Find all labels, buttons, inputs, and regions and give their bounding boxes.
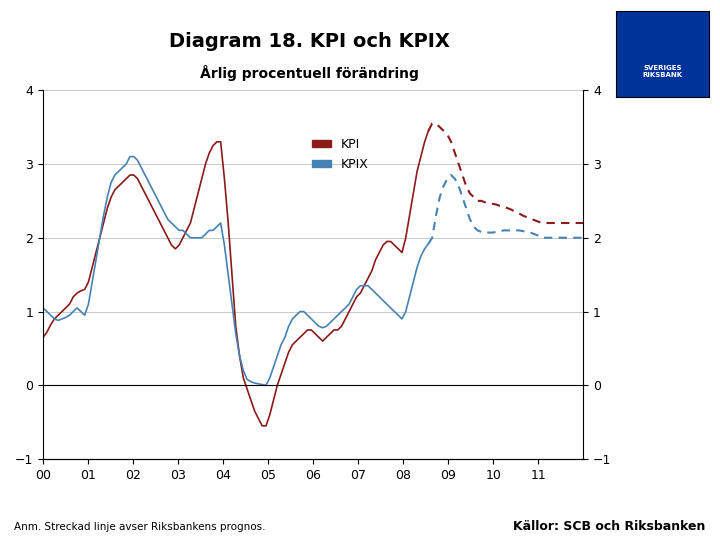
KPI [382, 238, 391, 245]
KPIX [397, 316, 406, 322]
Text: Anm. Streckad linje avser Riksbankens prognos.: Anm. Streckad linje avser Riksbankens pr… [14, 522, 266, 531]
KPIX [405, 294, 414, 300]
KPIX [261, 382, 270, 389]
KPIX [394, 312, 402, 319]
KPI [402, 234, 410, 241]
KPI [39, 334, 48, 341]
Text: Årlig procentuell förändring: Årlig procentuell förändring [200, 65, 419, 81]
KPIX [126, 153, 135, 160]
Text: Källor: SCB och Riksbanken: Källor: SCB och Riksbanken [513, 520, 706, 533]
KPI [390, 242, 399, 248]
KPIX [387, 305, 395, 311]
KPI [424, 127, 433, 134]
KPI [266, 411, 274, 418]
Line: KPI: KPI [43, 131, 428, 426]
KPI [145, 198, 153, 204]
KPIX [148, 186, 157, 193]
Line: KPIX: KPIX [43, 157, 428, 386]
Text: SVERIGES
RIKSBANK: SVERIGES RIKSBANK [642, 65, 683, 78]
KPI [258, 423, 266, 429]
KPIX [424, 240, 433, 247]
KPIX [269, 363, 278, 370]
Text: Diagram 18. KPI och KPIX: Diagram 18. KPI och KPIX [169, 32, 450, 51]
Legend: KPI, KPIX: KPI, KPIX [307, 133, 374, 176]
KPI [394, 246, 402, 252]
KPIX [39, 305, 48, 311]
